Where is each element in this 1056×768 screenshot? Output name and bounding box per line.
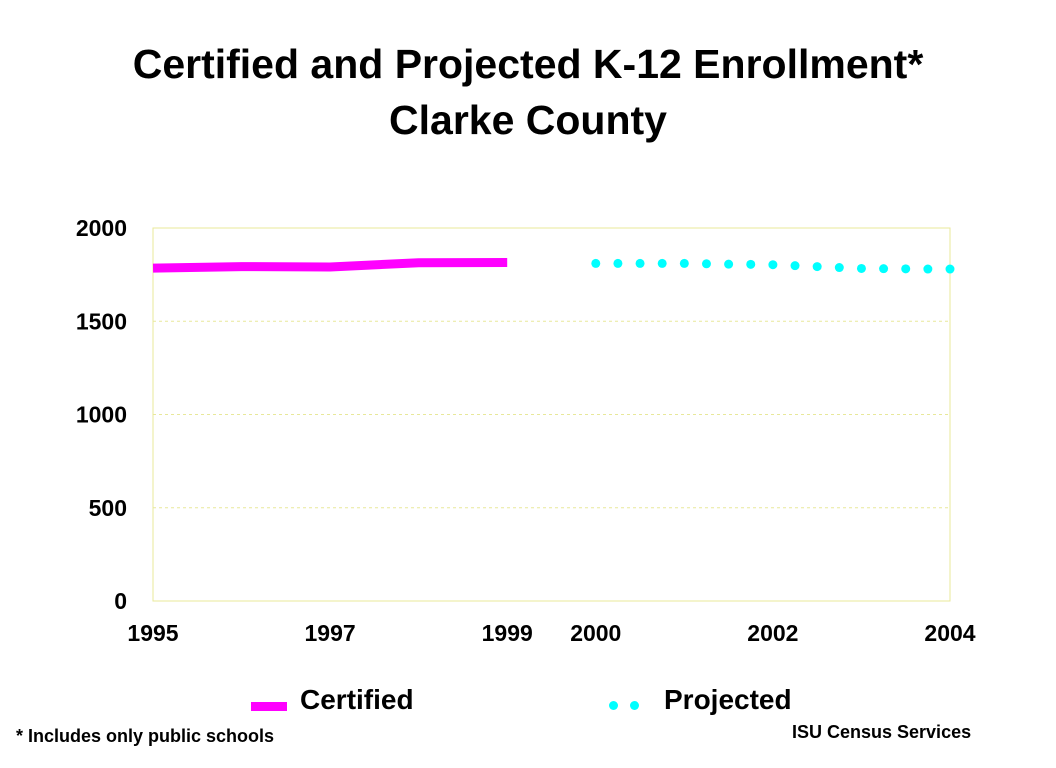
series-point-projected (613, 258, 623, 268)
series-point-projected (768, 260, 778, 270)
series-point-projected (945, 264, 955, 274)
series-point-projected (812, 262, 822, 272)
series-point-projected (879, 264, 889, 274)
series-point-projected (746, 259, 756, 269)
chart-subtitle: Clarke County (389, 97, 667, 143)
series-layer (152, 258, 955, 274)
series-point-projected (923, 264, 933, 274)
legend-swatch-projected (609, 701, 618, 710)
series-point-projected (901, 264, 911, 274)
legend-swatch-certified (251, 702, 287, 711)
y-axis-tick-labels: 0 500 1000 1500 2000 (76, 215, 127, 614)
legend-swatch-projected (630, 701, 639, 710)
series-point-projected (790, 261, 800, 271)
series-point-projected (635, 258, 645, 268)
grid-lines (153, 227, 950, 602)
source-credit: ISU Census Services (792, 722, 972, 742)
series-point-projected (657, 258, 667, 268)
series-point-projected (679, 258, 689, 268)
legend-label-certified: Certified (300, 684, 414, 715)
legend-label-projected: Projected (664, 684, 792, 715)
series-line-certified (152, 258, 508, 273)
y-tick-label: 500 (89, 495, 127, 521)
footnote: * Includes only public schools (16, 726, 275, 746)
x-tick-label: 2000 (570, 620, 621, 646)
series-point-projected (834, 263, 844, 273)
y-tick-label: 1500 (76, 308, 127, 334)
x-tick-label: 1997 (305, 620, 356, 646)
series-point-projected (724, 259, 734, 269)
x-tick-label: 2004 (924, 620, 975, 646)
x-tick-label: 1995 (127, 620, 178, 646)
y-tick-label: 0 (114, 588, 127, 614)
series-point-projected (701, 259, 711, 269)
series-point-projected (856, 263, 866, 273)
x-tick-label: 2002 (747, 620, 798, 646)
chart-title: Certified and Projected K-12 Enrollment* (132, 41, 924, 87)
y-tick-label: 1000 (76, 402, 127, 428)
x-tick-label: 1999 (482, 620, 533, 646)
x-axis-tick-labels: 1995 1997 1999 2000 2002 2004 (127, 620, 975, 646)
y-tick-label: 2000 (76, 215, 127, 241)
series-point-projected (591, 258, 601, 268)
